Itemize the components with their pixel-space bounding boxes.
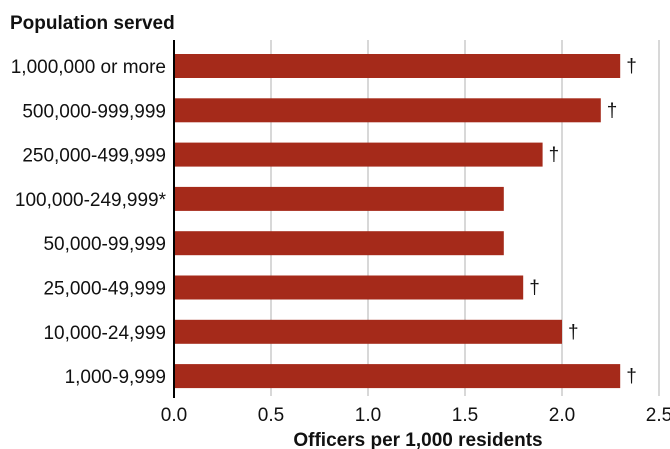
bar — [174, 142, 543, 167]
category-label: 1,000,000 or more — [11, 57, 166, 78]
category-label: 100,000-249,999* — [15, 190, 167, 211]
x-tick-label: 2.5 — [646, 405, 670, 426]
bar — [174, 275, 524, 300]
x-tick-labels: 0.0 0.5 1.0 1.5 2.0 2.5 — [161, 405, 670, 426]
x-tick-label: 1.0 — [355, 405, 381, 426]
x-tick-label: 2.0 — [549, 405, 575, 426]
category-labels: 1,000,000 or more 500,000-999,999 250,000-… — [11, 57, 167, 388]
x-axis-title: Officers per 1,000 residents — [293, 430, 542, 449]
bar — [174, 364, 621, 389]
significance-marker: † — [549, 145, 560, 166]
bar — [174, 54, 621, 78]
category-label: 25,000-49,999 — [43, 279, 166, 300]
significance-marker: † — [529, 278, 540, 299]
bar — [174, 319, 562, 344]
significance-marker: † — [568, 322, 579, 343]
bars — [174, 54, 621, 389]
bar — [174, 98, 601, 123]
x-tick-label: 0.5 — [258, 405, 284, 426]
category-label: 250,000-499,999 — [22, 146, 166, 167]
category-label: 1,000-9,999 — [65, 367, 166, 388]
x-tick-label: 0.0 — [161, 405, 187, 426]
significance-marker: † — [626, 366, 637, 387]
x-tick-label: 1.5 — [452, 405, 478, 426]
significance-markers: † † † † † † — [529, 56, 637, 387]
significance-marker: † — [607, 100, 618, 121]
category-label: 10,000-24,999 — [43, 323, 166, 344]
category-label: 500,000-999,999 — [22, 101, 166, 122]
y-axis-title: Population served — [10, 13, 175, 34]
significance-marker: † — [626, 56, 637, 77]
category-label: 50,000-99,999 — [43, 234, 166, 255]
bar — [174, 186, 504, 211]
bar — [174, 231, 504, 256]
